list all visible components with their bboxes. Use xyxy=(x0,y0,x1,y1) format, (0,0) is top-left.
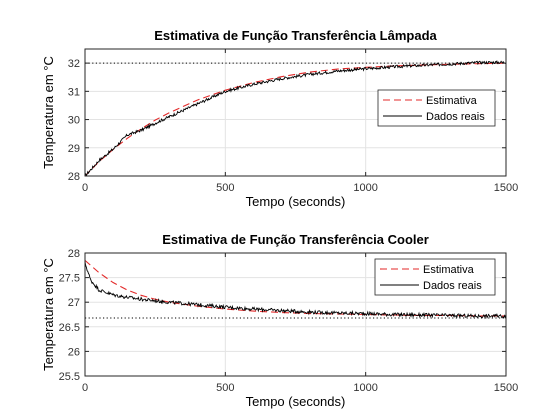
y-tick-label: 32 xyxy=(68,58,80,70)
y-axis-label: Temperatura em °C xyxy=(41,56,56,169)
y-tick-label: 29 xyxy=(68,143,80,155)
y-tick-label: 28 xyxy=(68,248,80,260)
x-tick-label: 1000 xyxy=(353,182,377,194)
x-tick-label: 1500 xyxy=(494,182,518,194)
x-axis-label: Tempo (seconds) xyxy=(246,194,346,209)
chart-title: Estimativa de Função Transferência Lâmpa… xyxy=(154,28,437,43)
series-line-estimativa xyxy=(85,259,506,317)
y-tick-label: 28 xyxy=(68,171,80,183)
legend: Estimativa Dados reais xyxy=(377,89,496,127)
y-tick-label: 26.5 xyxy=(59,322,80,334)
axes-box xyxy=(84,252,507,377)
x-tick-label: 0 xyxy=(82,382,88,394)
legend-box xyxy=(377,89,496,127)
y-tick-label: 25.5 xyxy=(59,371,80,383)
axes-box xyxy=(84,48,507,177)
legend-label: Estimativa xyxy=(426,95,478,107)
y-axis-label: Temperatura em °C xyxy=(41,258,56,371)
series-line-dados-reais xyxy=(85,261,506,320)
y-tick-label: 26 xyxy=(68,346,80,358)
y-tick-label: 27.5 xyxy=(59,273,80,285)
chart-title: Estimativa de Função Transferência Coole… xyxy=(162,232,429,247)
y-tick-label: 30 xyxy=(68,115,80,127)
x-tick-label: 500 xyxy=(216,182,234,194)
x-axis-label: Tempo (seconds) xyxy=(246,394,346,409)
x-tick-label: 500 xyxy=(216,382,234,394)
x-tick-label: 1500 xyxy=(494,382,518,394)
y-tick-label: 31 xyxy=(68,86,80,98)
y-tick-label: 27 xyxy=(68,297,80,309)
legend-label: Dados reais xyxy=(423,280,482,292)
x-tick-label: 1000 xyxy=(353,382,377,394)
chart-bottom: 0 500 1000 1500 25.5 26 26.5 27 27.5 28 Estimativa… xyxy=(41,232,518,409)
x-tick-label: 0 xyxy=(82,182,88,194)
legend-label: Estimativa xyxy=(423,264,475,276)
series-line-dados-reais xyxy=(85,60,506,176)
legend-label: Dados reais xyxy=(426,111,485,123)
legend: Estimativa Dados reais xyxy=(374,258,496,296)
chart-top: 0 500 1000 1500 28 29 30 31 32 Estimativa de Funç… xyxy=(41,28,518,209)
legend-box xyxy=(374,258,496,296)
